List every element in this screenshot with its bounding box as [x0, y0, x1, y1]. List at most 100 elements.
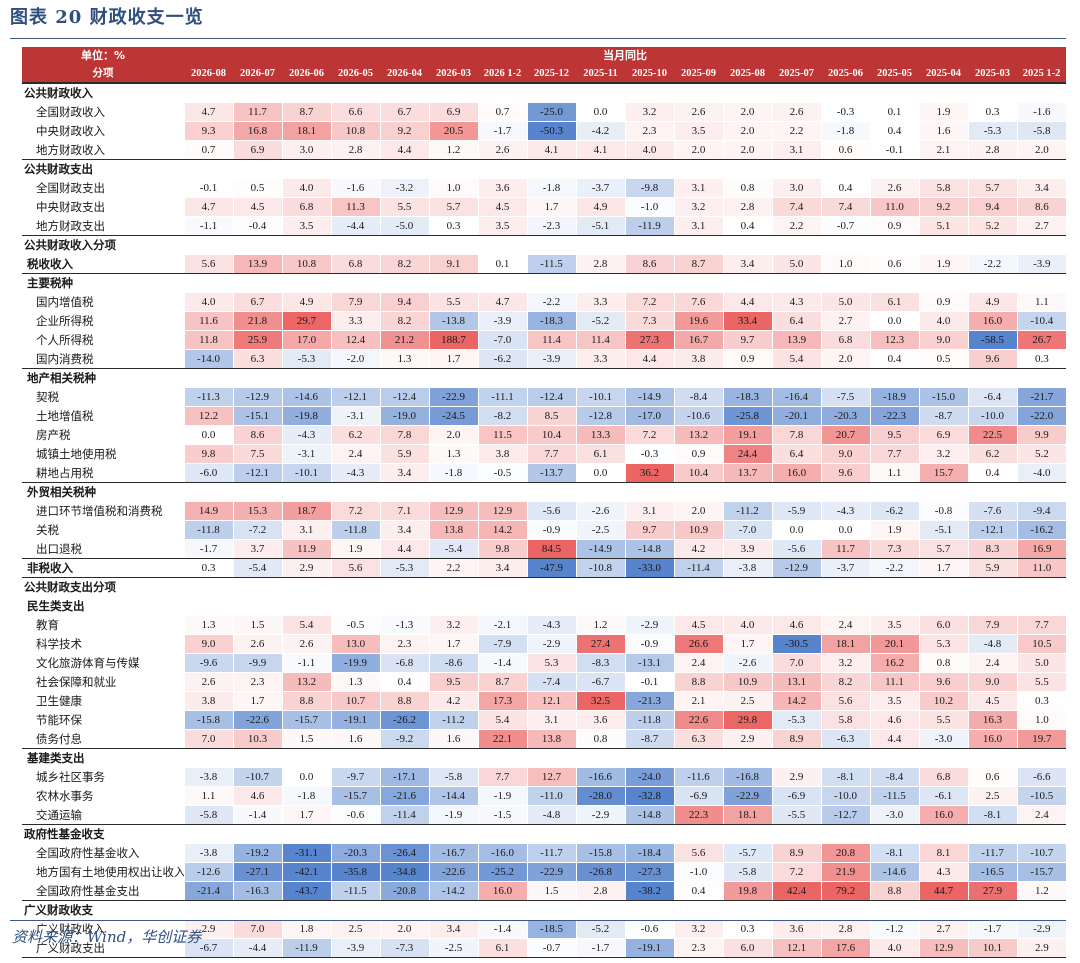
- empty-cell: [281, 900, 331, 920]
- value-cell: 11.0: [869, 197, 919, 217]
- value-cell: -6.2: [477, 349, 527, 369]
- value-cell: 0.7: [477, 102, 527, 122]
- value-cell: 13.7: [722, 463, 772, 483]
- value-cell: 0.1: [477, 254, 527, 274]
- value-cell: -4.3: [820, 501, 870, 521]
- value-cell: -8.4: [673, 387, 723, 407]
- value-cell: -11.5: [330, 881, 380, 901]
- value-cell: 13.8: [526, 729, 576, 749]
- value-cell: 1.7: [526, 197, 576, 217]
- empty-cell: [428, 235, 478, 255]
- value-cell: 3.5: [869, 691, 919, 711]
- value-cell: 3.1: [624, 501, 674, 521]
- section-label: 公共财政收入: [22, 83, 184, 103]
- value-cell: 1.7: [918, 558, 968, 578]
- value-cell: 27.4: [575, 634, 625, 654]
- value-cell: -1.7: [575, 938, 625, 958]
- value-cell: 6.2: [330, 425, 380, 445]
- value-cell: -19.8: [281, 406, 331, 426]
- value-cell: -28.0: [575, 786, 625, 806]
- empty-cell: [673, 900, 723, 920]
- empty-cell: [869, 577, 919, 597]
- value-cell: 2.4: [967, 653, 1017, 673]
- value-cell: 3.1: [673, 216, 723, 236]
- value-cell: 0.0: [575, 102, 625, 122]
- value-cell: 2.0: [428, 425, 478, 445]
- value-cell: -1.7: [477, 121, 527, 141]
- value-cell: 17.0: [281, 330, 331, 350]
- empty-cell: [918, 368, 968, 388]
- empty-cell: [673, 577, 723, 597]
- empty-cell: [575, 83, 625, 103]
- empty-cell: [722, 482, 772, 502]
- value-cell: 15.7: [918, 463, 968, 483]
- empty-cell: [1016, 577, 1067, 597]
- empty-cell: [771, 577, 821, 597]
- table-row: 中央财政收入 9.3 16.8 18.1 10.8 9.2 20.5 -1.7 -50.3 -4.…: [22, 121, 1067, 141]
- value-cell: 7.3: [869, 539, 919, 559]
- row-label: 个人所得税: [22, 330, 184, 350]
- value-cell: -50.3: [526, 121, 576, 141]
- value-cell: -16.0: [477, 843, 527, 863]
- value-cell: -8.3: [575, 653, 625, 673]
- value-cell: -8.6: [428, 653, 478, 673]
- value-cell: 0.7: [183, 140, 233, 160]
- empty-cell: [232, 748, 282, 768]
- empty-cell: [820, 235, 870, 255]
- empty-cell: [330, 748, 380, 768]
- value-cell: 3.1: [673, 178, 723, 198]
- value-cell: -3.8: [183, 843, 233, 863]
- value-cell: 1.7: [428, 349, 478, 369]
- value-cell: 3.6: [575, 710, 625, 730]
- value-cell: 3.4: [428, 919, 478, 939]
- value-cell: -4.3: [281, 425, 331, 445]
- value-cell: 6.6: [330, 102, 380, 122]
- empty-cell: [722, 368, 772, 388]
- value-cell: -8.7: [918, 406, 968, 426]
- empty-cell: [722, 273, 772, 293]
- row-label: 卫生健康: [22, 691, 184, 711]
- value-cell: -0.3: [820, 102, 870, 122]
- value-cell: 1.3: [183, 615, 233, 635]
- value-cell: 0.0: [820, 520, 870, 540]
- value-cell: 0.3: [967, 102, 1017, 122]
- value-cell: -10.1: [281, 463, 331, 483]
- empty-cell: [869, 900, 919, 920]
- value-cell: 19.8: [722, 881, 772, 901]
- value-cell: -5.8: [722, 862, 772, 882]
- value-cell: 9.0: [183, 634, 233, 654]
- value-cell: 6.3: [232, 349, 282, 369]
- value-cell: 4.7: [183, 102, 233, 122]
- value-cell: -19.9: [330, 653, 380, 673]
- value-cell: -31.1: [281, 843, 331, 863]
- value-cell: -1.6: [1016, 102, 1067, 122]
- table-row: 土地增值税 12.2 -15.1 -19.8 -3.1 -19.0 -24.5 -8.2 8.5…: [22, 406, 1067, 426]
- value-cell: 2.6: [477, 140, 527, 160]
- empty-cell: [869, 482, 919, 502]
- value-cell: 10.9: [673, 520, 723, 540]
- value-cell: 1.2: [575, 615, 625, 635]
- value-cell: -19.1: [330, 710, 380, 730]
- empty-cell: [183, 900, 233, 920]
- value-cell: 0.3: [722, 919, 772, 939]
- value-cell: -11.5: [869, 786, 919, 806]
- value-cell: -15.8: [183, 710, 233, 730]
- value-cell: -9.7: [330, 767, 380, 787]
- empty-cell: [869, 159, 919, 179]
- empty-cell: [232, 596, 282, 616]
- value-cell: 4.6: [869, 710, 919, 730]
- table-row: 关税 -11.8 -7.2 3.1 -11.8 3.4 13.8 14.2 -0.9 -2.5 9.…: [22, 520, 1067, 540]
- value-cell: 9.2: [918, 197, 968, 217]
- value-cell: -1.1: [281, 653, 331, 673]
- empty-cell: [379, 824, 429, 844]
- value-cell: 2.9: [722, 729, 772, 749]
- value-cell: -2.5: [428, 938, 478, 958]
- value-cell: -47.9: [526, 558, 576, 578]
- value-cell: -18.4: [624, 843, 674, 863]
- empty-cell: [575, 273, 625, 293]
- value-cell: 3.2: [428, 615, 478, 635]
- value-cell: -5.8: [1016, 121, 1067, 141]
- value-cell: -16.2: [1016, 520, 1067, 540]
- value-cell: -27.1: [232, 862, 282, 882]
- value-cell: 20.5: [428, 121, 478, 141]
